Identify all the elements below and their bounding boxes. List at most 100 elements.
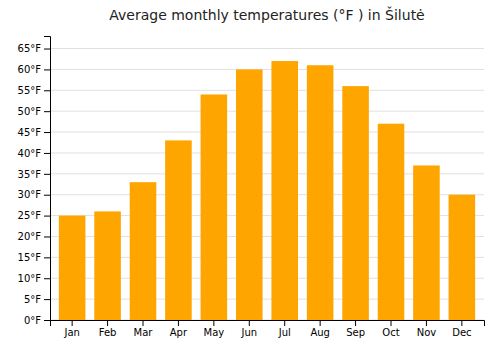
tick-label: Sep bbox=[346, 327, 365, 338]
tick: Nov bbox=[417, 320, 437, 338]
tick: 55°F bbox=[18, 85, 50, 96]
tick-mark bbox=[461, 320, 462, 326]
bar bbox=[307, 65, 334, 320]
tick-mark bbox=[44, 49, 50, 50]
bar bbox=[449, 195, 476, 320]
tick: 50°F bbox=[18, 106, 50, 117]
tick-mark bbox=[44, 132, 50, 133]
tick: 15°F bbox=[18, 252, 50, 263]
bar bbox=[236, 69, 263, 320]
tick-label: May bbox=[204, 327, 225, 338]
tick: May bbox=[204, 320, 225, 338]
bar bbox=[271, 61, 298, 320]
tick-label: 50°F bbox=[18, 106, 42, 117]
tick-label: Jul bbox=[278, 327, 291, 338]
bars bbox=[59, 61, 475, 320]
tick: 30°F bbox=[18, 189, 50, 200]
tick-mark bbox=[44, 320, 50, 321]
grid-line bbox=[50, 90, 484, 91]
tick-mark bbox=[44, 216, 50, 217]
tick: Jun bbox=[240, 320, 257, 338]
tick-label: Mar bbox=[134, 327, 154, 338]
title: Average monthly temperatures (°F ) in Ši… bbox=[109, 6, 424, 23]
tick-label: Jan bbox=[63, 327, 79, 338]
tick-mark bbox=[284, 320, 285, 326]
bar bbox=[413, 165, 440, 320]
tick-mark bbox=[44, 257, 50, 258]
tick-label: Nov bbox=[417, 327, 437, 338]
tick: Apr bbox=[170, 320, 188, 338]
grid-line bbox=[50, 111, 484, 112]
tick-label: 65°F bbox=[18, 43, 42, 54]
tick: 0°F bbox=[24, 315, 50, 326]
tick-label: 35°F bbox=[18, 169, 42, 180]
tick: 10°F bbox=[18, 273, 50, 284]
tick-mark bbox=[249, 320, 250, 326]
tick: 45°F bbox=[18, 127, 50, 138]
tick: Sep bbox=[346, 320, 365, 338]
tick-mark bbox=[107, 320, 108, 326]
tick-label: Jun bbox=[240, 327, 257, 338]
bar bbox=[130, 182, 157, 320]
tick: Oct bbox=[382, 320, 399, 338]
axis-line bbox=[44, 37, 51, 321]
tick-label: Feb bbox=[99, 327, 117, 338]
tick-mark bbox=[44, 90, 50, 91]
tick: 60°F bbox=[18, 64, 50, 75]
tick-mark bbox=[44, 236, 50, 237]
bar bbox=[201, 94, 228, 320]
tick-label: 40°F bbox=[18, 148, 42, 159]
tick-mark bbox=[320, 320, 321, 326]
tick-mark bbox=[44, 111, 50, 112]
tick-label: 20°F bbox=[18, 231, 42, 242]
tick-mark bbox=[213, 320, 214, 326]
tick-label: 60°F bbox=[18, 64, 42, 75]
tick-label: 15°F bbox=[18, 252, 42, 263]
tick: Feb bbox=[99, 320, 117, 338]
axis-line bbox=[51, 321, 485, 327]
tick-label: Oct bbox=[382, 327, 399, 338]
grid-line bbox=[50, 48, 484, 49]
x-axis: Jan Feb Mar Apr May Jun Jul Aug Sep Oct Nov Dec bbox=[51, 320, 485, 338]
grid-line bbox=[50, 69, 484, 70]
tick-label: 0°F bbox=[24, 315, 41, 326]
grid bbox=[50, 49, 484, 320]
tick-label: Aug bbox=[310, 327, 330, 338]
tick-label: 30°F bbox=[18, 189, 42, 200]
tick-mark bbox=[391, 320, 392, 326]
tick-mark bbox=[44, 174, 50, 175]
tick-mark bbox=[426, 320, 427, 326]
tick-mark bbox=[44, 69, 50, 70]
tick-label: Apr bbox=[170, 327, 188, 338]
tick-mark bbox=[44, 153, 50, 154]
tick-mark bbox=[143, 320, 144, 326]
tick-mark bbox=[44, 195, 50, 196]
tick: Mar bbox=[134, 320, 154, 338]
tick-mark bbox=[44, 278, 50, 279]
chart-svg: 0°F 5°F 10°F 15°F 20°F 25°F 30°F 35°F 40°F 45°F 50… bbox=[0, 0, 500, 350]
tick-label: 25°F bbox=[18, 210, 42, 221]
y-axis: 0°F 5°F 10°F 15°F 20°F 25°F 30°F 35°F 40°F 45°F 50… bbox=[18, 37, 51, 326]
tick-label: 10°F bbox=[18, 273, 42, 284]
tick: Dec bbox=[452, 320, 471, 338]
tick-mark bbox=[44, 299, 50, 300]
grid-line bbox=[50, 152, 484, 153]
chart-container: 0°F 5°F 10°F 15°F 20°F 25°F 30°F 35°F 40°F 45°F 50… bbox=[0, 0, 500, 350]
tick-mark bbox=[355, 320, 356, 326]
tick: Aug bbox=[310, 320, 330, 338]
bar bbox=[59, 216, 86, 320]
tick: Jan bbox=[63, 320, 79, 338]
bar bbox=[165, 140, 192, 320]
tick: 20°F bbox=[18, 231, 50, 242]
tick: 65°F bbox=[18, 43, 50, 54]
bar bbox=[378, 124, 405, 320]
tick: 35°F bbox=[18, 169, 50, 180]
tick-label: 55°F bbox=[18, 85, 42, 96]
tick-label: 45°F bbox=[18, 127, 42, 138]
bar bbox=[94, 211, 121, 320]
tick: 5°F bbox=[24, 294, 50, 305]
bar bbox=[342, 86, 369, 320]
tick: 40°F bbox=[18, 148, 50, 159]
grid-line bbox=[50, 132, 484, 133]
tick: Jul bbox=[278, 320, 291, 338]
